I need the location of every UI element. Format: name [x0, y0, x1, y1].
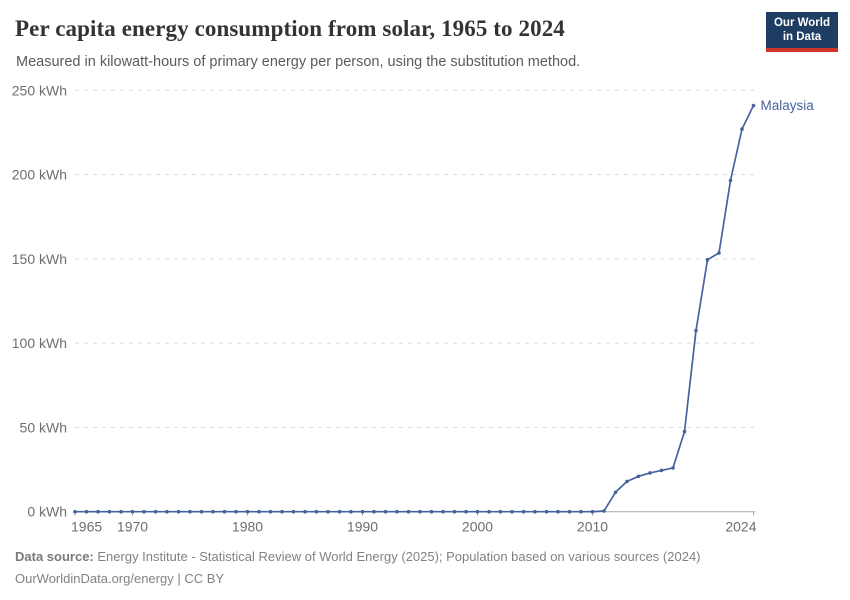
x-tick-label: 1990 [347, 519, 378, 535]
data-point[interactable] [533, 509, 537, 514]
data-point[interactable] [188, 509, 192, 514]
x-tick-label: 1970 [117, 519, 148, 535]
data-point[interactable] [280, 509, 284, 514]
data-point[interactable] [682, 429, 687, 434]
data-point[interactable] [636, 474, 641, 479]
data-point[interactable] [579, 509, 583, 514]
x-tick-label: 2010 [577, 519, 608, 535]
data-point[interactable] [314, 509, 319, 514]
line-chart[interactable]: 0 kWh 50 kWh 100 kWh 150 kWh 200 kWh 250 kWh 1… [0, 0, 850, 545]
data-point[interactable] [441, 509, 445, 514]
data-point[interactable] [176, 509, 181, 514]
data-point[interactable] [429, 509, 434, 514]
data-point[interactable] [153, 509, 158, 514]
data-point[interactable] [73, 509, 77, 514]
data-point[interactable] [406, 509, 411, 514]
data-point[interactable] [751, 103, 756, 108]
data-point[interactable] [337, 509, 342, 514]
data-point[interactable] [694, 328, 698, 333]
data-point[interactable] [728, 178, 733, 183]
data-point[interactable] [671, 466, 675, 470]
page-title: Per capita energy consumption from solar… [15, 16, 565, 41]
data-point[interactable] [383, 509, 388, 514]
data-point[interactable] [372, 509, 376, 514]
data-point[interactable] [590, 509, 595, 514]
license-line: OurWorldinData.org/energy | CC BY [15, 568, 835, 590]
data-point[interactable] [211, 509, 215, 514]
data-point[interactable] [84, 509, 89, 514]
y-tick-label: 50 kWh [20, 419, 67, 435]
y-tick-label: 200 kWh [12, 167, 67, 183]
x-tick-label: 1965 [71, 519, 102, 535]
y-tick-label: 100 kWh [12, 335, 67, 351]
data-source-label: Data source: [15, 549, 94, 564]
data-point[interactable] [510, 509, 514, 514]
data-point[interactable] [498, 509, 503, 514]
x-tick-label: 2024 [725, 519, 756, 535]
y-tick-label: 0 kWh [27, 504, 67, 520]
data-point[interactable] [602, 509, 606, 513]
series-line-malaysia[interactable] [74, 104, 755, 513]
data-point[interactable] [291, 509, 296, 514]
data-point[interactable] [705, 257, 710, 262]
data-point[interactable] [475, 509, 480, 514]
data-point[interactable] [199, 509, 204, 514]
series-label-malaysia: Malaysia [761, 98, 815, 113]
data-point[interactable] [107, 509, 112, 514]
data-point[interactable] [740, 127, 744, 131]
data-point[interactable] [268, 509, 273, 514]
data-point[interactable] [222, 509, 227, 514]
data-point[interactable] [717, 251, 721, 255]
data-point[interactable] [521, 509, 526, 514]
data-point[interactable] [613, 490, 618, 495]
data-point[interactable] [119, 509, 123, 514]
data-point[interactable] [625, 479, 629, 484]
data-point[interactable] [349, 509, 353, 514]
data-source-text: Energy Institute - Statistical Review of… [97, 549, 701, 564]
data-point[interactable] [567, 509, 572, 514]
owid-logo-line1: Our World [773, 17, 830, 29]
chart-footer: Data source: Energy Institute - Statisti… [15, 546, 835, 589]
footer-separator: | [177, 570, 181, 586]
y-tick-label: 150 kWh [12, 251, 67, 267]
data-point[interactable] [418, 509, 422, 514]
owid-logo[interactable]: Our World in Data [766, 12, 838, 52]
data-point[interactable] [130, 509, 135, 514]
data-point[interactable] [556, 509, 560, 514]
chart-subtitle: Measured in kilowatt-hours of primary en… [16, 54, 581, 70]
x-tick-label: 2000 [462, 519, 493, 535]
data-point[interactable] [234, 509, 238, 514]
data-point[interactable] [648, 471, 652, 475]
data-point[interactable] [303, 509, 307, 514]
data-point[interactable] [245, 509, 250, 514]
data-point[interactable] [326, 509, 330, 514]
data-point[interactable] [142, 509, 146, 514]
data-point[interactable] [257, 509, 261, 514]
license-link[interactable]: CC BY [184, 570, 225, 586]
x-tick-label: 1980 [232, 519, 263, 535]
data-point[interactable] [487, 509, 491, 514]
data-point[interactable] [544, 509, 549, 514]
data-point[interactable] [395, 509, 399, 514]
data-point[interactable] [165, 509, 169, 514]
data-point[interactable] [452, 509, 457, 514]
owid-url-link[interactable]: OurWorldinData.org/energy [15, 570, 174, 586]
data-source-line: Data source: Energy Institute - Statisti… [15, 546, 835, 568]
data-point[interactable] [464, 509, 468, 514]
y-tick-label: 250 kWh [12, 82, 67, 98]
owid-logo-line2: in Data [782, 30, 822, 43]
data-point[interactable] [360, 509, 365, 514]
data-point[interactable] [659, 468, 664, 473]
data-point[interactable] [96, 509, 100, 514]
